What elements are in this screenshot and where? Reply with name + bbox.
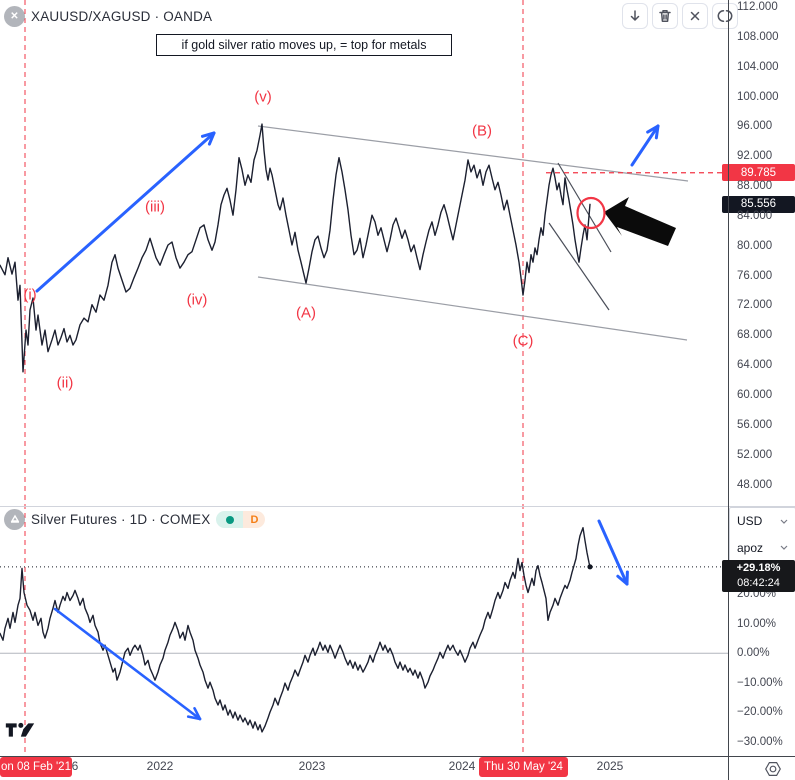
percent-tick-label: 0.00%	[737, 647, 770, 660]
wave-label[interactable]: (iii)	[145, 198, 165, 216]
price-tick-label: 48.000	[737, 478, 773, 491]
chevron-down-icon	[780, 519, 788, 524]
wave-label[interactable]: (A)	[296, 304, 316, 322]
last-price-badge: 85.556	[722, 195, 795, 213]
percent-tick-label: −30.00%	[737, 736, 783, 748]
top-pane-legend[interactable]: ✕ XAUUSD/XAGUSD · OANDA	[4, 6, 212, 27]
unit-value: apoz	[737, 540, 764, 555]
trend-arrow-head	[654, 124, 660, 140]
trash-icon	[659, 10, 671, 22]
price-tick-label: 104.000	[737, 60, 779, 73]
trend-arrow-head	[207, 131, 216, 146]
settings-gear-icon[interactable]	[761, 758, 785, 780]
tradingview-logo[interactable]	[5, 721, 35, 739]
percent-tick-label: −10.00%	[737, 676, 783, 689]
price-tick-label: 88.000	[737, 180, 773, 193]
time-axis-label: 2023	[298, 759, 326, 773]
trend-arrow-head	[200, 131, 216, 138]
price-tick-label: 56.000	[737, 418, 773, 431]
symbol-logo-icon: ✕	[4, 6, 25, 27]
price-tick-label: 100.000	[737, 90, 779, 103]
wave-label[interactable]: (i)	[23, 286, 37, 304]
time-axis-label: 6	[71, 759, 79, 773]
down-arrow-icon	[630, 10, 640, 21]
wave-label[interactable]: (v)	[254, 88, 272, 106]
trend-arrow-head	[193, 707, 202, 721]
bottom-symbol-title[interactable]: Silver Futures · 1D · COMEX	[31, 512, 211, 527]
percent-tick-label: −20.00%	[737, 706, 783, 719]
bar-countdown: 08:42:24	[737, 577, 780, 589]
price-tick-label: 52.000	[737, 448, 773, 461]
date-marker-badge: Thu 30 May '24	[479, 757, 568, 777]
close-button[interactable]	[682, 3, 708, 29]
price-tick-label: 96.000	[737, 120, 773, 133]
price-tick-label: 64.000	[737, 359, 773, 372]
time-axis-label: 2025	[596, 759, 624, 773]
price-tick-label: 92.000	[737, 150, 773, 163]
currency-value: USD	[737, 514, 763, 529]
price-tick-label: 72.000	[737, 299, 773, 312]
last-price-dot	[587, 564, 593, 570]
trend-arrow[interactable]	[53, 607, 202, 721]
annotation-note[interactable]: if gold silver ratio moves up, = top for…	[156, 34, 452, 56]
wedge-trendline[interactable]	[548, 222, 610, 311]
wedge-trendline[interactable]	[557, 162, 612, 253]
scroll-down-button[interactable]	[622, 3, 648, 29]
percent-tick-label: 10.00%	[737, 617, 777, 630]
maximize-icon	[717, 10, 733, 22]
status-dot-icon	[216, 511, 244, 528]
interval-badge[interactable]: D	[243, 511, 266, 528]
price-tick-label: 112.000	[737, 1, 778, 13]
change-percent: +29.18%	[736, 562, 781, 574]
price-level-badge: 89.785	[722, 164, 795, 182]
price-tick-label: 76.000	[737, 269, 773, 282]
interval-pill[interactable]: D	[216, 511, 266, 528]
tradingview-logo-icon	[5, 722, 35, 737]
black-pointer-arrow[interactable]	[604, 197, 676, 246]
unit-selector: USD apoz	[729, 507, 795, 562]
ratio-series-line	[0, 123, 591, 373]
price-tick-label: 108.000	[737, 30, 779, 43]
channel-trendline[interactable]	[257, 276, 688, 341]
close-icon	[690, 11, 700, 21]
silver-series-line	[0, 527, 591, 733]
silver-futures-logo-glyph	[10, 514, 19, 523]
highlight-circle[interactable]	[576, 196, 606, 230]
price-tick-label: 68.000	[737, 329, 773, 342]
unit-dropdown[interactable]: apoz	[730, 535, 795, 562]
date-marker-badge: on 08 Feb '21	[0, 757, 72, 777]
chevron-down-icon	[780, 545, 788, 551]
trend-arrow[interactable]	[597, 519, 629, 586]
channel-trendline[interactable]	[257, 125, 689, 182]
price-tick-label: 84.000	[737, 209, 773, 222]
trend-arrow-head	[646, 124, 660, 134]
maximize-button[interactable]	[712, 3, 738, 29]
trend-arrow[interactable]	[35, 131, 216, 293]
price-tick-label: 80.000	[737, 239, 773, 252]
wave-label[interactable]: (iv)	[186, 291, 208, 309]
delete-button[interactable]	[652, 3, 678, 29]
trend-arrow-head	[616, 574, 629, 586]
trend-arrow-head	[186, 715, 202, 721]
wave-label[interactable]: (B)	[472, 122, 492, 140]
time-axis-label: 2022	[146, 759, 174, 773]
symbol-title[interactable]: XAUUSD/XAGUSD · OANDA	[31, 9, 213, 24]
wave-label[interactable]: (C)	[512, 332, 534, 350]
silver-futures-logo-icon	[4, 509, 25, 530]
trend-arrow[interactable]	[630, 124, 660, 167]
change-countdown-badge: +29.18% 08:42:24	[722, 560, 795, 592]
bottom-pane-legend[interactable]: Silver Futures · 1D · COMEX D	[4, 509, 266, 530]
time-axis-label: 2024	[448, 759, 476, 773]
wave-label[interactable]: (ii)	[56, 374, 74, 392]
currency-dropdown[interactable]: USD	[730, 508, 795, 535]
price-tick-label: 60.000	[737, 388, 773, 401]
